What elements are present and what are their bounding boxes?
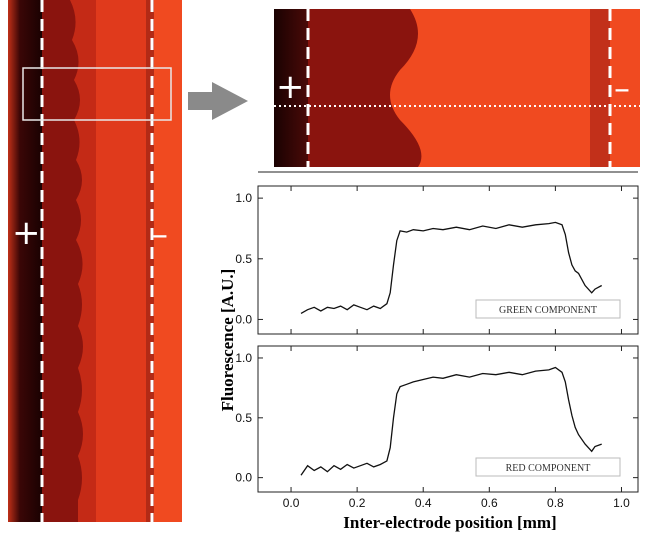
x-tick-label: 0.0 [283,496,300,510]
series-line [300,221,603,314]
x-tick-label: 0.2 [349,496,366,510]
x-tick-label: 0.6 [481,496,498,510]
zoomed-fluorescence-image [274,9,640,167]
right-minus-label: – [152,215,168,253]
y-tick-label: 1.0 [235,351,252,365]
x-axis-label: Inter-electrode position [mm] [343,513,557,532]
x-tick-label: 0.8 [547,496,564,510]
legend-label: RED COMPONENT [506,463,591,474]
zoom-minus-label: – [614,69,630,107]
left-fluorescence-image [8,0,182,522]
zoom-plus-label: + [276,67,305,107]
y-tick-label: 0.0 [235,312,252,326]
series-line [300,366,602,476]
plot-top: 0.0 0.5 1.0 GREEN COMPONENT [235,185,639,335]
left-plus-label: + [12,213,41,253]
y-tick-label: 0.5 [235,252,252,266]
zoom-arrow-icon [188,82,248,120]
plot-bottom: 0.0 0.5 1.0 0.0 0.2 0.4 0.6 0.8 1.0 RED COMPONENT [235,345,639,510]
y-axis-label: Fluorescence [A.U.] [218,268,237,412]
legend-box [475,457,621,477]
legend-label: GREEN COMPONENT [499,305,597,316]
legend-box [475,299,621,319]
x-tick-label: 0.4 [415,496,432,510]
y-tick-label: 0.0 [235,471,252,485]
x-tick-label: 1.0 [613,496,630,510]
zoom-selection-box [22,67,172,121]
y-tick-label: 0.5 [235,411,252,425]
y-tick-label: 1.0 [235,191,252,205]
